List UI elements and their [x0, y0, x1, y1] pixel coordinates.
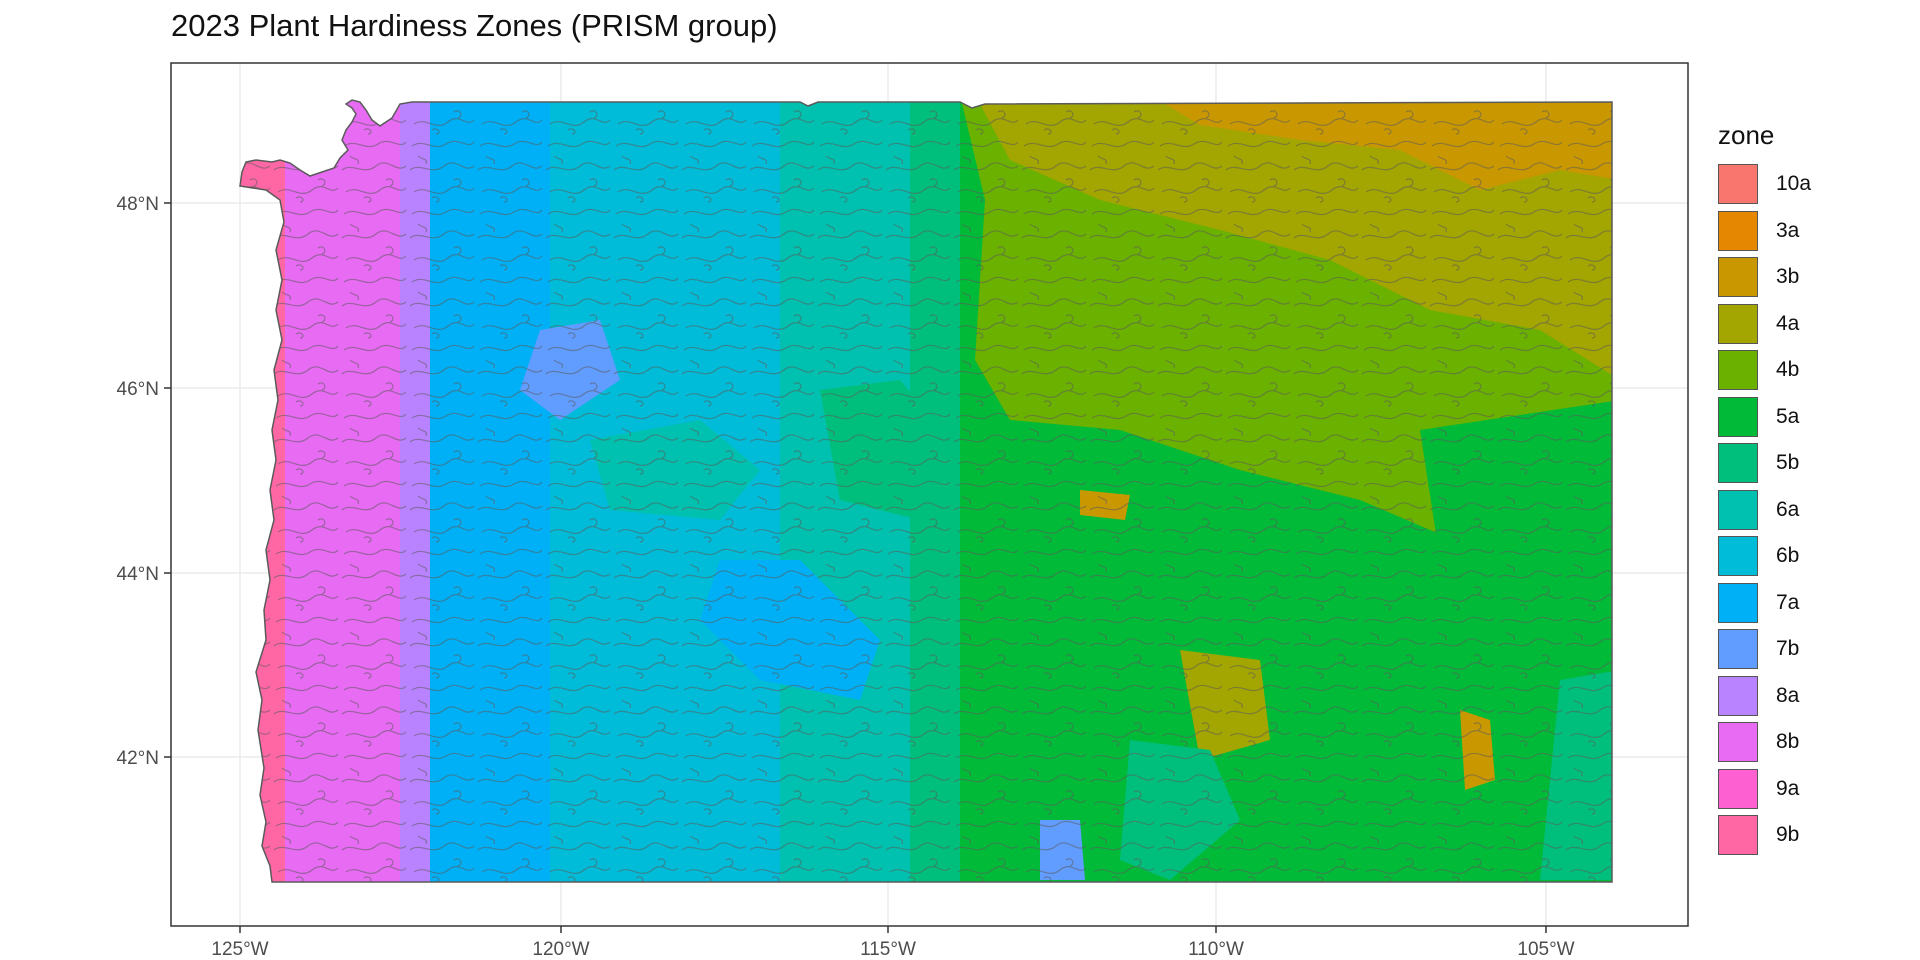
contour-texture: [240, 100, 1612, 882]
legend-item: 4b: [1718, 347, 1811, 394]
legend-item: 6b: [1718, 533, 1811, 580]
legend-swatch: [1718, 303, 1758, 344]
legend-item: 4a: [1718, 301, 1811, 348]
x-tick-label: 105°W: [1517, 939, 1574, 960]
legend-label: 9b: [1776, 823, 1800, 847]
legend-item: 5a: [1718, 394, 1811, 441]
legend-label: 10a: [1776, 172, 1812, 196]
legend-swatch: [1718, 629, 1758, 670]
legend-label: 6a: [1776, 497, 1800, 521]
legend-item: 3a: [1718, 208, 1811, 255]
legend-item: 8a: [1718, 673, 1811, 720]
legend-label: 8b: [1776, 730, 1800, 754]
legend-label: 3a: [1776, 218, 1800, 242]
legend-swatch: [1718, 722, 1758, 763]
zone-regions: [240, 100, 1612, 882]
legend-item: 9b: [1718, 812, 1811, 859]
legend-item: 10a: [1718, 161, 1811, 208]
y-tick-label: 42°N: [117, 748, 159, 769]
y-tick-label: 44°N: [117, 564, 159, 585]
legend-item: 8b: [1718, 719, 1811, 766]
legend-label: 5b: [1776, 451, 1800, 475]
x-tick-label: 115°W: [860, 939, 916, 960]
legend-label: 9a: [1776, 776, 1800, 800]
legend-swatch: [1718, 489, 1758, 530]
panel-border: [170, 62, 1689, 927]
legend-swatch: [1718, 536, 1758, 577]
x-tick-label: 120°W: [532, 939, 589, 960]
legend-swatch: [1718, 675, 1758, 716]
legend-label: 4a: [1776, 311, 1800, 335]
legend-label: 5a: [1776, 404, 1800, 428]
x-tick-label: 110°W: [1188, 939, 1244, 960]
legend-item: 9a: [1718, 766, 1811, 813]
legend-item: 7a: [1718, 580, 1811, 627]
legend-swatch: [1718, 396, 1758, 437]
legend-item: 7b: [1718, 626, 1811, 673]
axis-ticks: [164, 202, 1547, 933]
legend-swatch: [1718, 257, 1758, 298]
axis-labels: 125°W 120°W 115°W 110°W 105°W 48°N 46°N 44°N 42°…: [117, 194, 1575, 960]
legend-label: 7b: [1776, 637, 1800, 661]
legend-swatch: [1718, 210, 1758, 251]
legend-title: zone: [1718, 120, 1775, 150]
legend-swatch: [1718, 582, 1758, 623]
legend-items: 10a 3a 3b 4a 4b 5a 5b 6a 6b 7a 7b 8a 8b 9a 9b: [1718, 161, 1811, 859]
legend-label: 7a: [1776, 590, 1800, 614]
legend-label: 8a: [1776, 683, 1800, 707]
legend-swatch: [1718, 768, 1758, 809]
legend: zone 10a 3a 3b 4a 4b 5a 5b 6a 6b 7a 7b 8a 8b 9a 9b: [1718, 120, 1811, 859]
legend-item: 6a: [1718, 487, 1811, 534]
legend-swatch: [1718, 164, 1758, 205]
legend-swatch: [1718, 815, 1758, 856]
region-outline: [239, 99, 1613, 883]
legend-label: 3b: [1776, 265, 1800, 289]
x-tick-label: 125°W: [211, 939, 268, 960]
legend-label: 4b: [1776, 358, 1800, 382]
legend-swatch: [1718, 443, 1758, 484]
y-tick-label: 48°N: [117, 194, 159, 215]
map-title: 2023 Plant Hardiness Zones (PRISM group): [171, 8, 778, 43]
legend-label: 6b: [1776, 544, 1800, 568]
y-tick-label: 46°N: [117, 379, 159, 400]
legend-swatch: [1718, 350, 1758, 391]
legend-item: 3b: [1718, 254, 1811, 301]
legend-item: 5b: [1718, 440, 1811, 487]
